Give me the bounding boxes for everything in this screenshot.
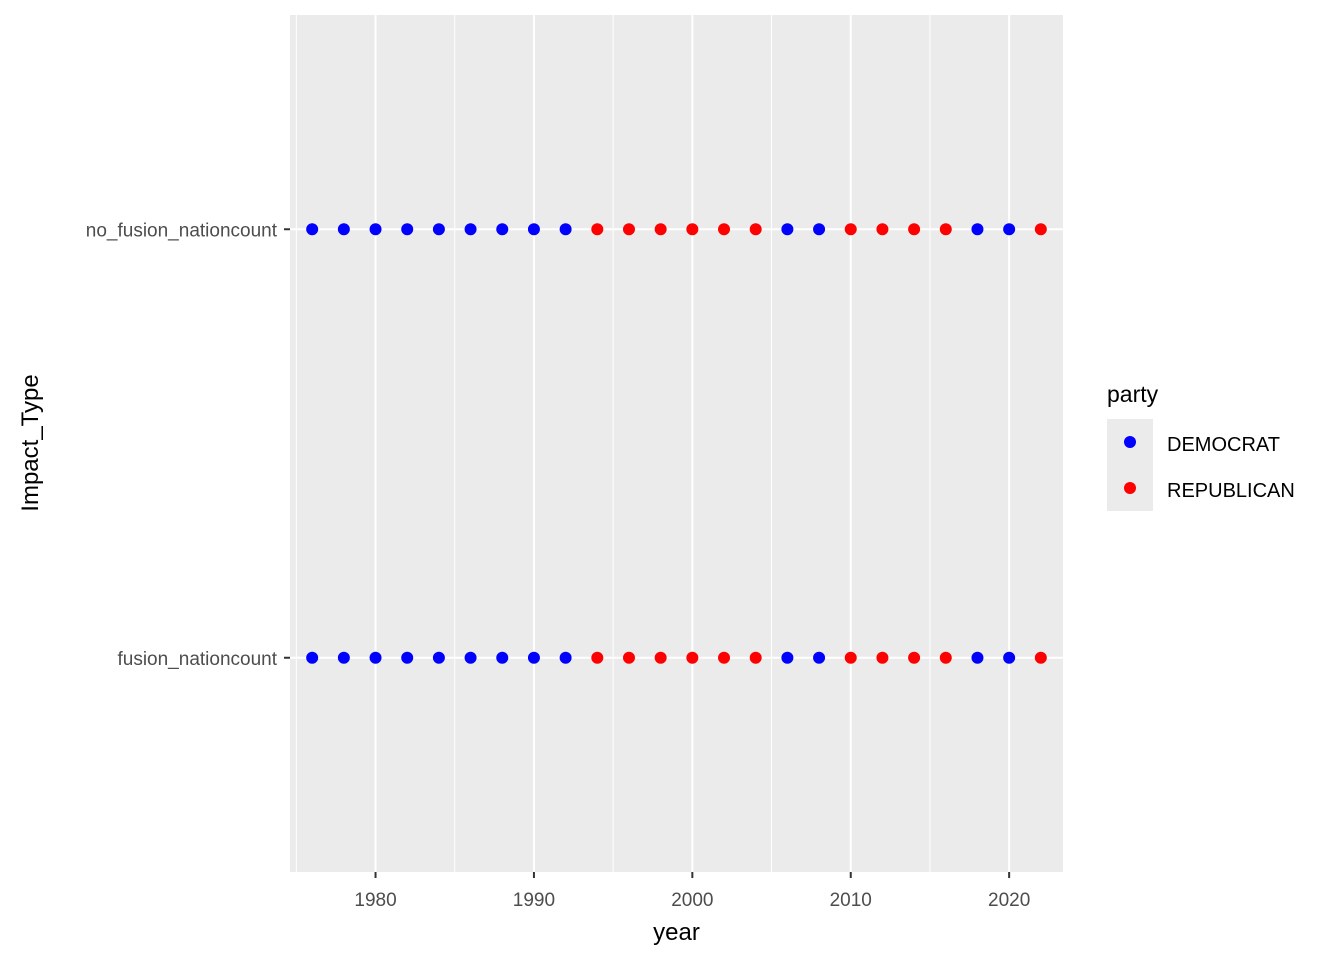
- data-point-republican: [654, 651, 667, 664]
- data-point-democrat: [813, 651, 826, 664]
- data-point-democrat: [337, 223, 350, 236]
- x-tick-label: 2000: [671, 890, 713, 911]
- data-point-republican: [908, 651, 921, 664]
- data-points: [306, 223, 1047, 664]
- data-point-democrat: [306, 651, 319, 664]
- x-tick-label: 1990: [513, 890, 555, 911]
- data-point-democrat: [337, 651, 350, 664]
- y-axis-label: Impact_Type: [17, 374, 44, 511]
- data-point-republican: [876, 223, 889, 236]
- data-point-republican: [844, 651, 857, 664]
- legend-label-republican: REPUBLICAN: [1167, 480, 1295, 502]
- x-axis-label: year: [653, 919, 700, 946]
- data-point-democrat: [306, 223, 319, 236]
- data-point-republican: [749, 651, 762, 664]
- legend: party DEMOCRAT REPUBLICAN: [1107, 381, 1295, 511]
- data-point-republican: [844, 223, 857, 236]
- y-tick-label: no_fusion_nationcount: [86, 220, 278, 241]
- legend-label-democrat: DEMOCRAT: [1167, 434, 1280, 456]
- data-point-republican: [939, 223, 952, 236]
- y-axis: no_fusion_nationcount fusion_nationcount: [86, 220, 290, 670]
- data-point-democrat: [527, 651, 540, 664]
- data-point-republican: [939, 651, 952, 664]
- data-point-democrat: [496, 223, 509, 236]
- legend-point-democrat: [1124, 436, 1136, 448]
- data-point-republican: [591, 223, 604, 236]
- data-point-democrat: [1003, 223, 1016, 236]
- data-point-democrat: [1003, 651, 1016, 664]
- data-point-democrat: [464, 223, 477, 236]
- data-point-republican: [654, 223, 667, 236]
- data-point-republican: [622, 651, 635, 664]
- grid-minor: [295, 15, 931, 872]
- x-axis: 1980 1990 2000 2010 2020: [354, 872, 1030, 911]
- data-point-democrat: [971, 223, 984, 236]
- data-point-democrat: [971, 651, 984, 664]
- data-point-republican: [591, 651, 604, 664]
- data-point-republican: [718, 651, 731, 664]
- data-point-democrat: [559, 651, 572, 664]
- legend-point-republican: [1124, 482, 1136, 494]
- data-point-democrat: [781, 651, 794, 664]
- plot-panel: [290, 15, 1063, 872]
- data-point-democrat: [781, 223, 794, 236]
- data-point-republican: [718, 223, 731, 236]
- data-point-democrat: [527, 223, 540, 236]
- x-tick-label: 2010: [830, 890, 872, 911]
- data-point-democrat: [813, 223, 826, 236]
- x-tick-label: 2020: [988, 890, 1030, 911]
- data-point-democrat: [401, 223, 414, 236]
- data-point-republican: [908, 223, 921, 236]
- data-point-republican: [686, 651, 699, 664]
- data-point-republican: [686, 223, 699, 236]
- data-point-republican: [622, 223, 635, 236]
- data-point-democrat: [496, 651, 509, 664]
- y-tick-label: fusion_nationcount: [117, 649, 277, 670]
- data-point-democrat: [369, 651, 382, 664]
- data-point-democrat: [401, 651, 414, 664]
- data-point-democrat: [432, 223, 445, 236]
- data-point-democrat: [464, 651, 477, 664]
- data-point-republican: [876, 651, 889, 664]
- data-point-republican: [749, 223, 762, 236]
- x-tick-label: 1980: [354, 890, 396, 911]
- data-point-republican: [1034, 651, 1047, 664]
- data-point-democrat: [559, 223, 572, 236]
- data-point-democrat: [369, 223, 382, 236]
- grid-major: [290, 15, 1063, 872]
- data-point-democrat: [432, 651, 445, 664]
- data-point-republican: [1034, 223, 1047, 236]
- legend-title: party: [1107, 381, 1159, 407]
